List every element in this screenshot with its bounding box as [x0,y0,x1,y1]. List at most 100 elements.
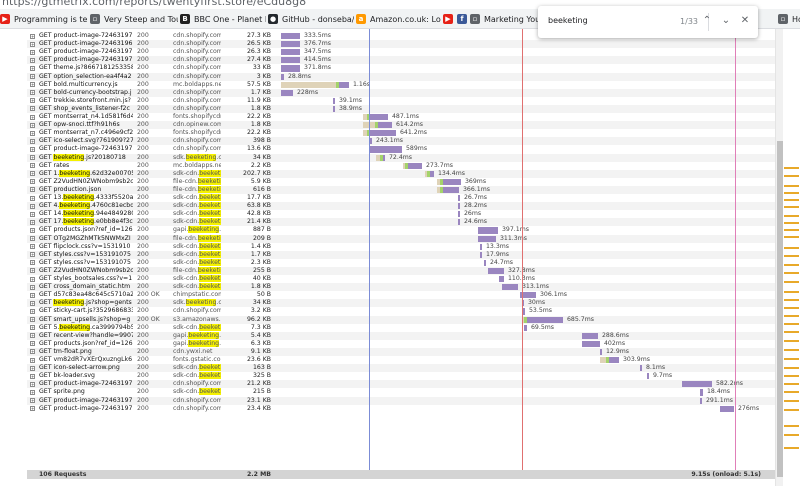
request-row[interactable]: + GET product-image-72463197 200 cdn.shopif… [27,405,775,413]
request-row[interactable]: + GET bold.multicurrency.js 200 mc.boldapps… [27,81,775,89]
expand-icon[interactable]: + [30,203,35,209]
request-row[interactable]: + GET rates 200 mc.boldapps.net 2.2 KB [27,162,775,170]
expand-icon[interactable]: + [30,98,35,104]
request-row[interactable]: + GET beeketing.js?20180718 200 sdk.beeketi… [27,153,775,162]
request-row[interactable]: + GET product-image-72463197 200 cdn.shopif… [27,396,775,405]
expand-icon[interactable]: + [30,349,35,355]
request-row[interactable]: + GET products.json?ref_id=126 200 gapi.bee… [27,339,775,348]
find-result-marker[interactable] [784,281,799,283]
bookmark-item[interactable]: ▶ Programming is terrible [0,12,88,26]
request-row[interactable]: + GET option_selection-ea4f4a2 200 cdn.shop… [27,72,775,81]
expand-icon[interactable]: + [30,365,35,371]
address-bar[interactable]: https://gtmetrix.com/reports/twentyfirst… [0,0,800,9]
find-result-marker[interactable] [784,358,799,360]
request-row[interactable]: + GET trekkie.storefront.min.js? 200 cdn.sh… [27,97,775,105]
find-result-marker[interactable] [784,175,799,177]
expand-icon[interactable]: + [30,317,35,322]
expand-icon[interactable]: + [30,389,35,395]
request-row[interactable]: + GET styles.css?v=153191075 200 sdk-cdn.be… [27,250,775,259]
expand-icon[interactable]: + [30,406,35,412]
expand-icon[interactable]: + [30,252,35,258]
request-row[interactable]: + GET vm82dR7vXErQxuzngLk6 200 fonts.gstati… [27,356,775,364]
expand-icon[interactable]: + [30,146,35,152]
expand-icon[interactable]: + [30,276,35,282]
request-row[interactable]: + GET shop_events_listener-f2c 200 cdn.shop… [27,104,775,113]
find-result-marker[interactable] [784,199,799,201]
bookmark-item[interactable]: ● GitHub - donseba/go [268,12,354,26]
expand-icon[interactable]: + [30,260,35,266]
request-row[interactable]: + GET Z2VudHN0ZWNobm9sb2c 200 file-cdn.beek… [27,266,775,275]
expand-icon[interactable]: + [30,114,35,120]
bookmark-item[interactable]: a Amazon.co.uk: Low [356,12,441,26]
find-result-marker[interactable] [784,367,799,369]
bookmark-item[interactable]: f [457,12,469,26]
request-row[interactable]: + GET tm-float.png 200 cdn.ywxi.net 9.1 KB [27,347,775,356]
find-result-marker[interactable] [784,236,799,238]
request-row[interactable]: + GET 13.beeketing.4333f5520a7 200 sdk-cdn.… [27,194,775,202]
expand-icon[interactable]: + [30,163,35,169]
request-row[interactable]: + GET sticky-cart.js?3529686833 200 cdn.sho… [27,307,775,315]
expand-icon[interactable]: + [30,227,35,233]
expand-icon[interactable]: + [30,187,35,193]
request-row[interactable]: + GET product-image-72463197 200 cdn.shopif… [27,380,775,389]
find-result-marker[interactable] [784,331,799,333]
expand-icon[interactable]: + [30,268,35,274]
request-row[interactable]: + GET product-image-72463197 200 cdn.shopif… [27,56,775,65]
expand-icon[interactable]: + [30,357,35,363]
request-row[interactable]: + GET bold-currency-bootstrap.j 200 cdn.sho… [27,88,775,97]
find-result-marker[interactable] [784,206,799,208]
find-result-marker[interactable] [784,215,799,217]
expand-icon[interactable]: + [30,49,35,55]
expand-icon[interactable]: + [30,219,35,225]
request-row[interactable]: + GET Z2VudHN0ZWNobm9sb2c 200 file-cdn.beek… [27,177,775,186]
request-row[interactable]: + GET 4.beeketing.4760c81ecbd 200 sdk-cdn.b… [27,202,775,211]
expand-icon[interactable]: + [30,211,35,217]
find-result-marker[interactable] [784,264,799,266]
request-row[interactable]: + GET 1.beeketing.62d32e00705 200 sdk-cdn.b… [27,169,775,178]
request-row[interactable]: + GET montserrat_n4.1d581f6d4 200 fonts.sho… [27,113,775,121]
find-result-marker[interactable] [784,409,799,411]
expand-icon[interactable]: + [30,33,35,39]
request-row[interactable]: + GET products.json?ref_id=126 200 gapi.bee… [27,226,775,234]
find-result-marker[interactable] [784,167,799,169]
expand-icon[interactable]: + [30,82,35,88]
request-row[interactable]: + GET montserrat_n7.c496e9cf2 200 fonts.sho… [27,129,775,137]
find-result-marker[interactable] [784,307,799,309]
close-icon[interactable]: ✕ [740,15,750,26]
expand-icon[interactable]: + [30,65,35,71]
find-result-marker[interactable] [784,425,799,427]
scrollbar-thumb[interactable] [777,141,783,477]
request-row[interactable]: + GET bk-loader.svg 200 sdk-cdn.beeketing 32… [27,372,775,380]
expand-icon[interactable]: + [30,74,35,79]
expand-icon[interactable]: + [30,308,35,314]
find-result-marker[interactable] [784,229,799,231]
bookmark-item[interactable]: B BBC One - Planet Earth [180,12,266,26]
request-row[interactable]: + GET theme.js?8667181253358 200 cdn.shopif… [27,64,775,72]
request-row[interactable]: + GET sprite.png 200 sdk-cdn.beeketing 215 B [27,388,775,396]
request-row[interactable]: + GET flipclock.css?v=1531910 200 sdk-cdn.b… [27,242,775,251]
request-row[interactable]: + GET styles_bootsales.css?v=1 200 sdk-cdn.… [27,275,775,283]
request-row[interactable]: + GET cross_domain_static.htm 200 sdk-cdn.b… [27,283,775,292]
bookmark-item[interactable]: ▫ Very Steep and Tough [90,12,178,26]
find-result-marker[interactable] [784,391,799,393]
expand-icon[interactable]: + [30,122,35,128]
expand-icon[interactable]: + [30,57,35,63]
find-result-marker[interactable] [784,447,799,449]
find-result-marker[interactable] [784,375,799,377]
expand-icon[interactable]: + [30,341,35,347]
request-row[interactable]: + GET smart_upsells.js?shop=g 200 OK s3.ama… [27,315,775,324]
expand-icon[interactable]: + [30,90,35,96]
expand-icon[interactable]: + [30,236,35,241]
expand-icon[interactable]: + [30,195,35,201]
request-row[interactable]: + GET beeketing.js?shop=gents 200 sdk.beeke… [27,299,775,308]
request-row[interactable]: + GET product-image-72463197 200 cdn.shopif… [27,32,775,40]
bookmark-item[interactable]: ▶ [443,12,455,26]
find-result-marker[interactable] [784,323,799,325]
expand-icon[interactable]: + [30,333,35,339]
expand-icon[interactable]: + [30,381,35,387]
request-row[interactable]: + GET d57c83ea48c645c5710a24 200 OK chimpst… [27,291,775,299]
expand-icon[interactable]: + [30,292,35,298]
expand-icon[interactable]: + [30,155,35,160]
find-result-marker[interactable] [784,434,799,436]
bookmark-item[interactable]: ▫ How To Use S [778,12,800,26]
